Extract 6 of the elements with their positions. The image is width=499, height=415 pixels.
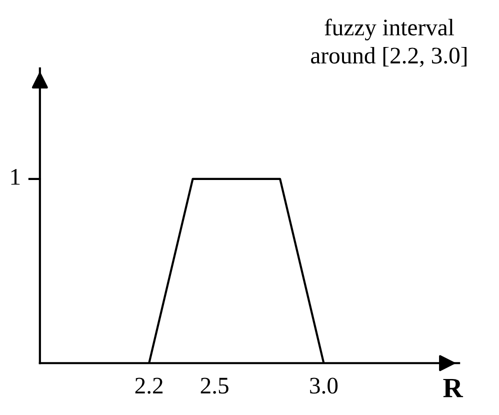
x-tick-label: 2.2 xyxy=(135,378,163,394)
x-tick-label: 2.5 xyxy=(200,378,228,394)
text: fuzzy interval around [2.2, 3.0] xyxy=(311,18,466,67)
x-axis-title: R xyxy=(443,378,464,398)
x-tick-label: 3.0 xyxy=(310,378,338,394)
text: 1 xyxy=(11,169,20,185)
